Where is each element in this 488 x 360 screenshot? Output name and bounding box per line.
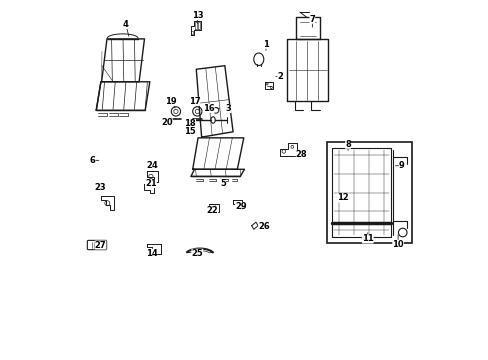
Text: 5: 5	[220, 179, 225, 188]
Text: 27: 27	[95, 240, 106, 249]
Text: 24: 24	[146, 161, 158, 170]
Text: 2: 2	[277, 72, 283, 81]
Text: 12: 12	[336, 193, 348, 202]
Text: 11: 11	[361, 234, 373, 243]
Text: 17: 17	[188, 97, 200, 106]
Text: 10: 10	[391, 240, 403, 249]
Text: 25: 25	[191, 249, 203, 258]
Text: 16: 16	[203, 104, 214, 113]
Text: 14: 14	[145, 249, 157, 258]
Text: 6: 6	[90, 156, 96, 165]
Text: 3: 3	[225, 104, 231, 113]
Text: 9: 9	[398, 161, 404, 170]
Text: 8: 8	[345, 140, 350, 149]
Text: 22: 22	[206, 206, 218, 215]
Text: 15: 15	[184, 127, 196, 136]
Text: 7: 7	[309, 15, 315, 24]
Text: 18: 18	[184, 119, 196, 128]
Text: 19: 19	[165, 97, 177, 106]
Text: 1: 1	[263, 40, 268, 49]
Text: 20: 20	[161, 118, 172, 127]
Text: 13: 13	[191, 11, 203, 20]
Text: 29: 29	[235, 202, 246, 211]
Bar	[326, 143, 411, 243]
Text: 23: 23	[94, 183, 105, 192]
Text: 28: 28	[295, 150, 307, 159]
Text: 21: 21	[145, 179, 157, 188]
Text: 26: 26	[258, 222, 269, 231]
Text: 4: 4	[122, 20, 128, 29]
